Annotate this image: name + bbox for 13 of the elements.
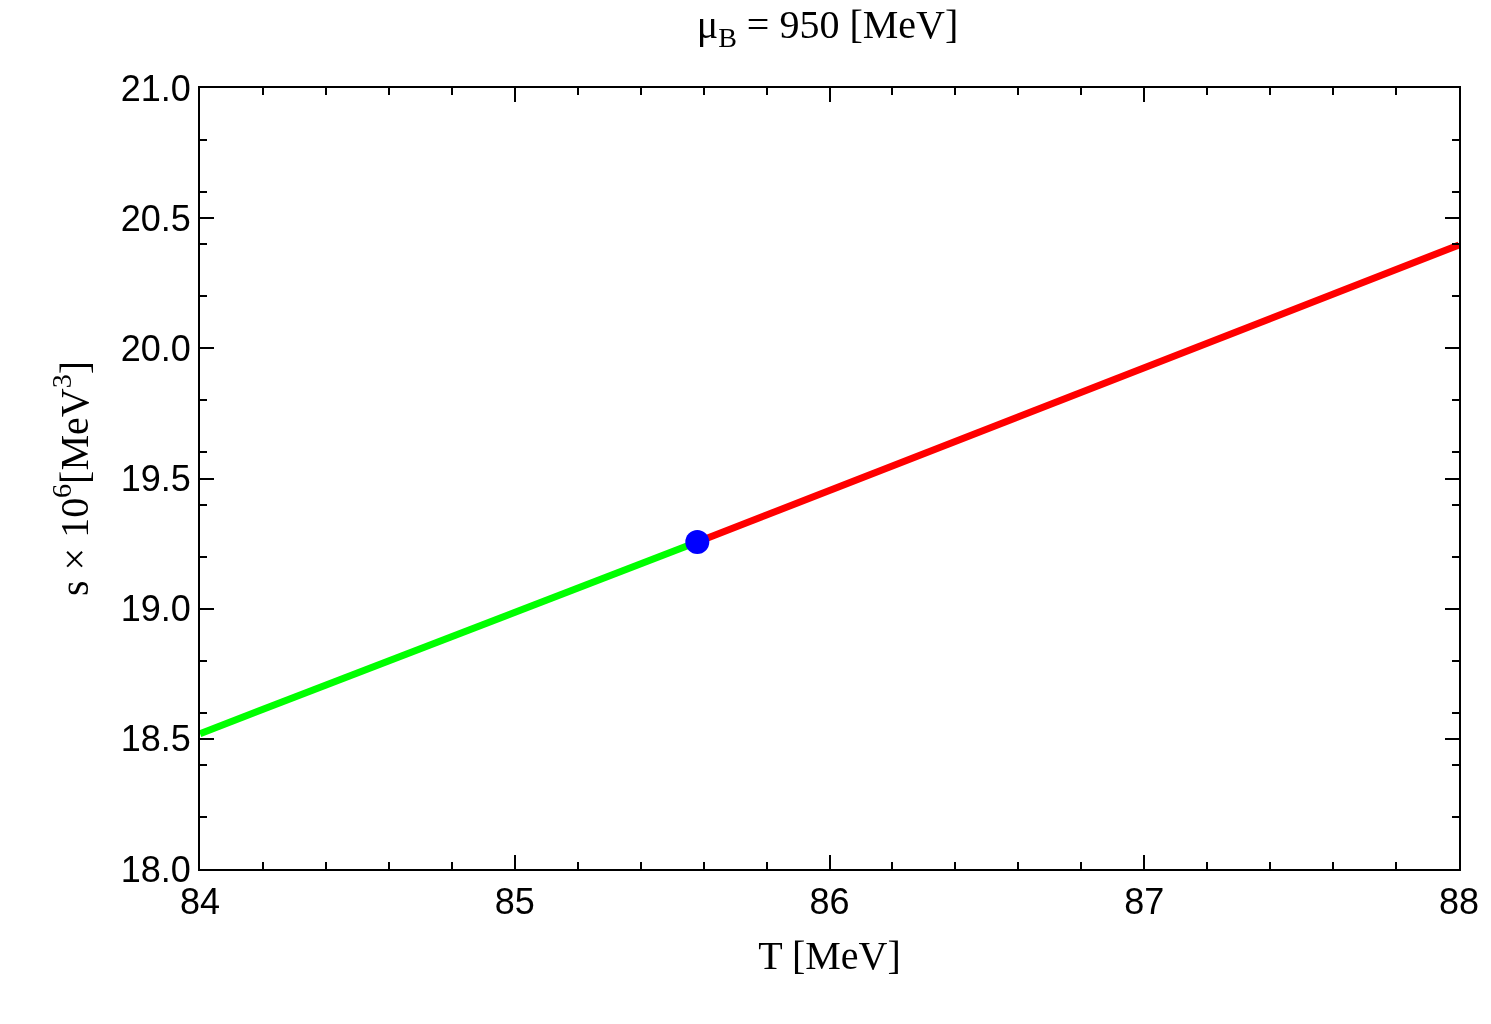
x-tick-label: 86 — [809, 881, 850, 923]
y-tick-label: 18.5 — [120, 718, 191, 760]
x-axis-title: T [MeV] — [758, 933, 901, 979]
y-tick-label: 19.5 — [120, 458, 191, 500]
x-tick-label: 87 — [1124, 881, 1165, 923]
y-tick-label: 20.5 — [120, 197, 191, 239]
x-tick-label: 88 — [1438, 881, 1480, 923]
x-tick-label: 84 — [179, 881, 221, 923]
x-tick-label: 85 — [494, 881, 535, 923]
y-tick-label: 19.0 — [120, 588, 191, 630]
y-tick-label: 20.0 — [120, 327, 191, 369]
chart-title: μ$_{B}$ = 950 [MeV] — [696, 2, 959, 53]
y-tick-label: 21.0 — [120, 67, 191, 109]
